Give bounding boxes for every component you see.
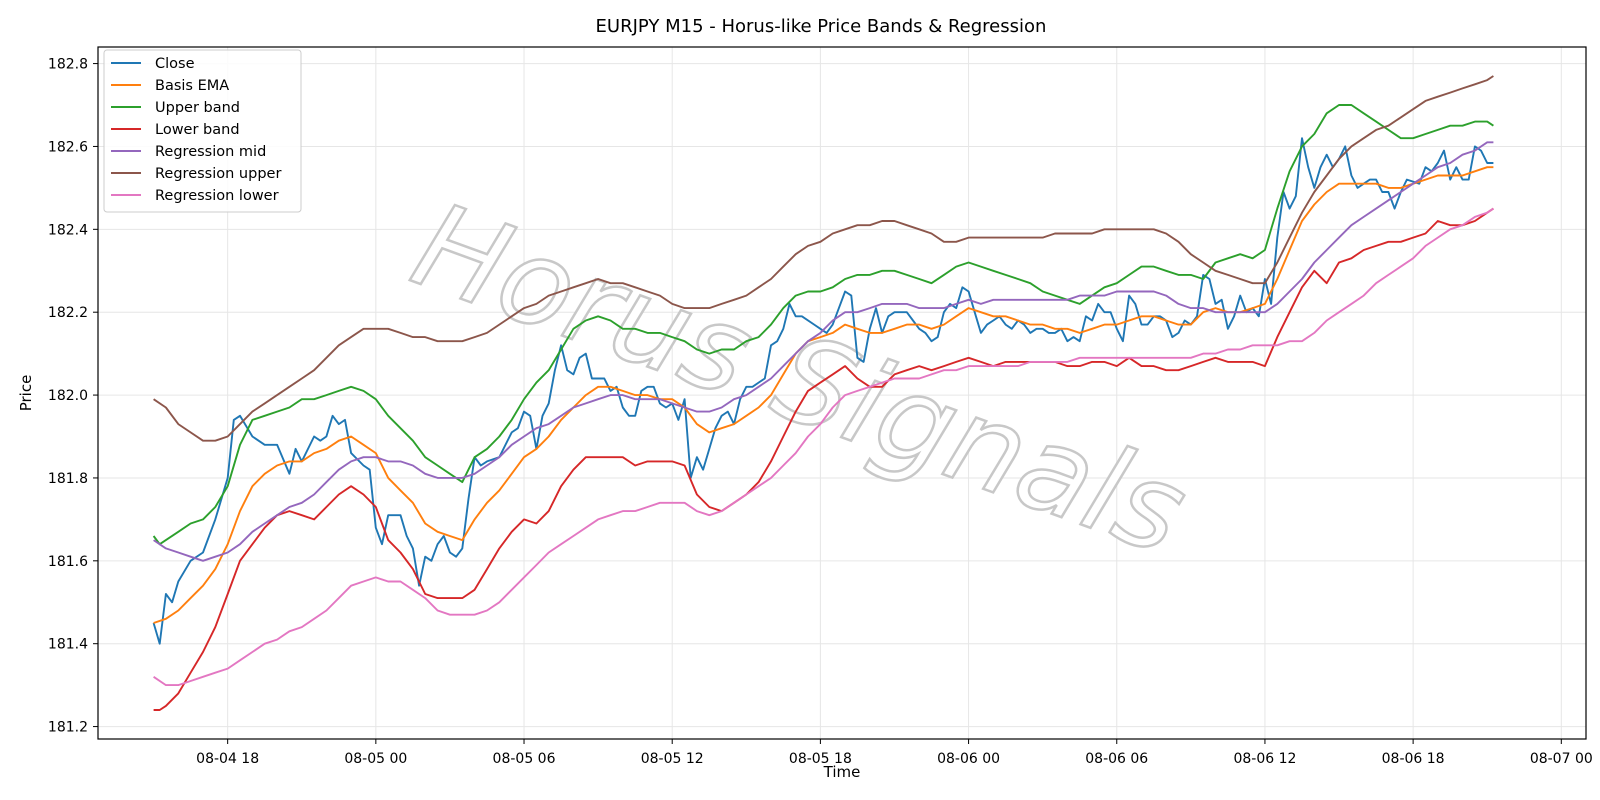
y-tick-label: 182.2 — [48, 305, 88, 321]
x-tick-label: 08-05 18 — [789, 751, 852, 767]
plot-frame — [97, 46, 1587, 740]
x-axis-label: Time — [823, 763, 861, 781]
y-tick-label: 182.6 — [48, 139, 88, 155]
series-line-upper-band — [152, 104, 1494, 546]
series-line-regression-lower — [153, 207, 1494, 687]
x-tick-label: 08-06 06 — [1085, 751, 1148, 767]
legend: Close Basis EMA Upper band Lower band Regres… — [103, 49, 302, 213]
x-axis-ticks: 08-04 18 08-05 00 08-05 06 08-05 12 08-05 18… — [196, 739, 1593, 767]
x-gridlines — [227, 47, 1562, 739]
legend-label-regression-mid: Regression mid — [155, 144, 266, 160]
series-line-regression-mid — [153, 141, 1494, 562]
y-tick-label: 182.0 — [48, 388, 88, 404]
legend-label-upper-band: Upper band — [155, 100, 240, 116]
series-line-lower-band — [153, 207, 1494, 711]
x-tick-label: 08-05 06 — [493, 751, 556, 767]
legend-label-regression-lower: Regression lower — [155, 188, 279, 204]
y-tick-label: 181.6 — [48, 554, 88, 570]
series-line-close — [152, 137, 1494, 645]
legend-label-lower-band: Lower band — [155, 122, 240, 138]
plot-area — [98, 47, 1586, 739]
chart-title: EURJPY M15 - Horus-like Price Bands & Re… — [596, 16, 1047, 37]
x-tick-label: 08-07 00 — [1530, 751, 1593, 767]
legend-box — [103, 49, 302, 213]
legend-label-close: Close — [155, 56, 195, 72]
x-tick-label: 08-05 12 — [641, 751, 704, 767]
y-axis-label: Price — [17, 375, 35, 412]
series-lines — [152, 75, 1494, 711]
legend-label-basis-ema: Basis EMA — [155, 78, 229, 94]
x-tick-label: 08-06 18 — [1382, 751, 1445, 767]
series-line-regression-upper — [153, 75, 1494, 442]
x-tick-label: 08-04 18 — [196, 751, 259, 767]
y-tick-label: 181.8 — [48, 471, 88, 487]
y-tick-label: 181.4 — [48, 637, 88, 653]
legend-label-regression-upper: Regression upper — [155, 166, 281, 182]
y-axis-ticks: 181.2 181.4 181.6 181.8 182.0 182.2 182.4 182.6… — [48, 57, 98, 736]
y-tick-label: 182.8 — [48, 57, 88, 73]
y-tick-label: 181.2 — [48, 720, 88, 736]
x-tick-label: 08-06 12 — [1233, 751, 1296, 767]
x-tick-label: 08-05 00 — [344, 751, 407, 767]
x-tick-label: 08-06 00 — [937, 751, 1000, 767]
y-tick-label: 182.4 — [48, 222, 88, 238]
